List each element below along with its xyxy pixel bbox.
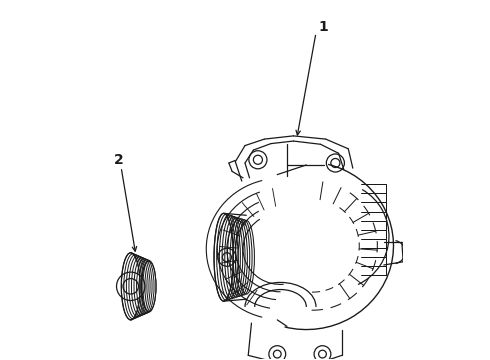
Text: 1: 1 xyxy=(318,21,328,35)
Text: 2: 2 xyxy=(114,153,124,167)
